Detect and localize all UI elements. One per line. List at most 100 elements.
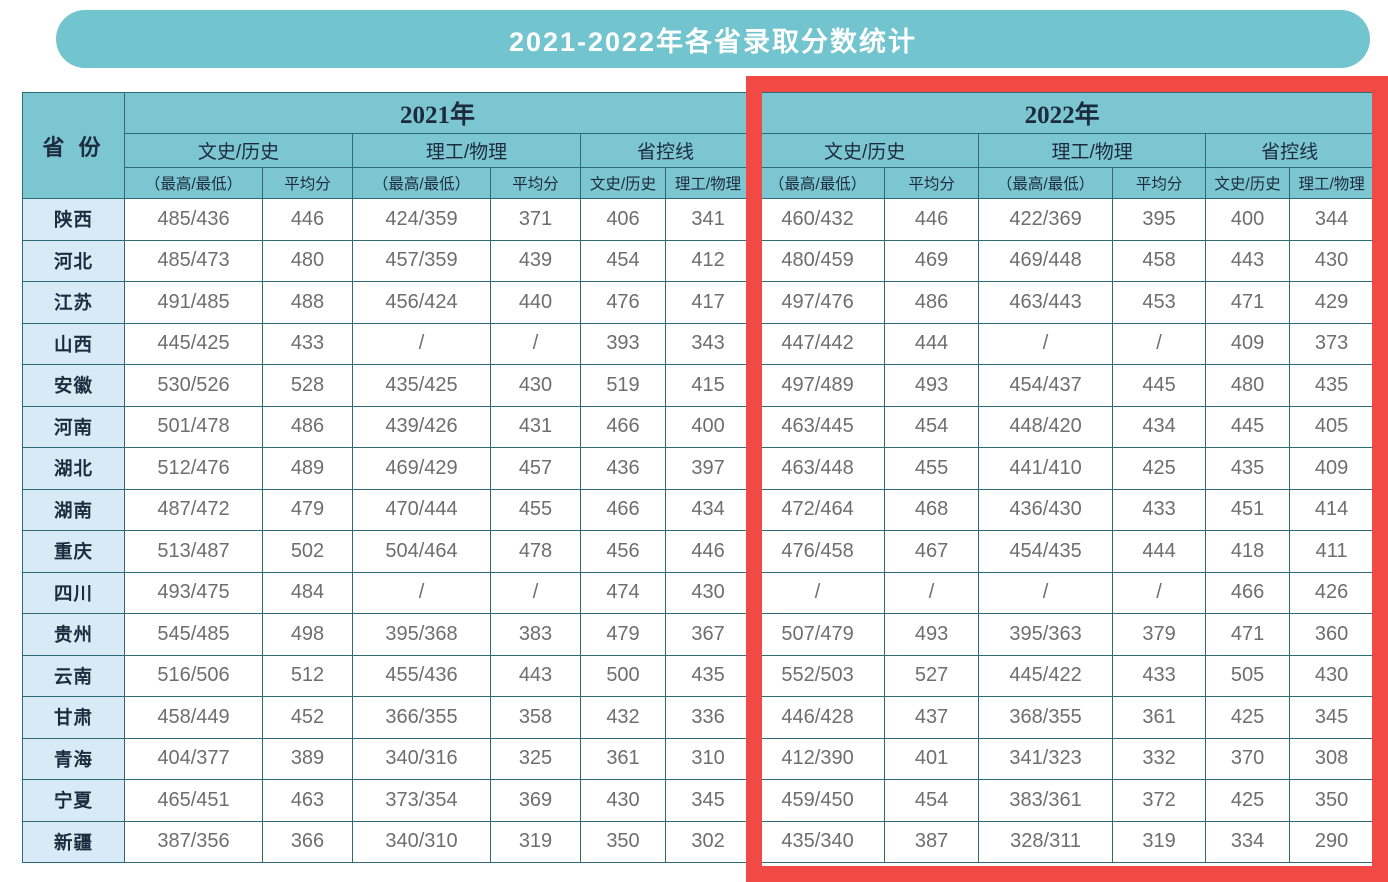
- score-cell-2022-skx-ligong: 414: [1289, 488, 1375, 531]
- score-cell-2022-ligong-range: /: [978, 322, 1114, 365]
- score-cell-2022-skx-ligong: 345: [1289, 696, 1375, 739]
- score-cell-2021-ligong-avg: 443: [490, 654, 581, 697]
- score-cell-2021-ligong-avg: 371: [490, 198, 581, 241]
- score-cell-2022-skx-ligong: 411: [1289, 530, 1375, 573]
- score-cell-2022-ligong-avg: 319: [1112, 820, 1207, 863]
- detail-header-2021-wenshi-avg: 平均分: [262, 167, 353, 199]
- score-cell-2021-wenshi-range: 501/478: [124, 405, 263, 448]
- score-cell-2022-skx-wenshi: 400: [1205, 198, 1291, 241]
- score-cell-2022-skx-ligong: 373: [1289, 322, 1375, 365]
- score-cell-2022-skx-ligong: 344: [1289, 198, 1375, 241]
- score-cell-2022-wenshi-avg: 454: [884, 405, 980, 448]
- score-cell-2022-skx-ligong: 430: [1289, 239, 1375, 282]
- table-header: 省 份 2021年 2022年 文史/历史 理工/物理 省控线 文史/历史 理工…: [22, 92, 1375, 199]
- score-cell-2021-skx-ligong: 446: [664, 530, 752, 573]
- score-cell-2022-ligong-range: 445/422: [978, 654, 1114, 697]
- province-cell: 陕西: [22, 198, 125, 241]
- score-cell-2021-skx-wenshi: 466: [580, 405, 666, 448]
- score-cell-2021-skx-ligong: 345: [664, 779, 752, 822]
- score-cell-2022-ligong-avg: 332: [1112, 737, 1207, 780]
- score-cell-2022-ligong-avg: 372: [1112, 779, 1207, 822]
- score-cell-2022-ligong-avg: 434: [1112, 405, 1207, 448]
- score-cell-2021-ligong-range: 424/359: [352, 198, 491, 241]
- province-cell: 宁夏: [22, 779, 125, 822]
- province-cell: 新疆: [22, 820, 125, 863]
- score-cell-2022-wenshi-range: 497/489: [750, 364, 886, 407]
- score-cell-2022-ligong-range: /: [978, 571, 1114, 614]
- score-cell-2022-wenshi-avg: 493: [884, 364, 980, 407]
- score-cell-2022-skx-ligong: 409: [1289, 447, 1375, 490]
- score-cell-2021-wenshi-avg: 484: [262, 571, 353, 614]
- province-cell: 青海: [22, 737, 125, 780]
- score-cell-2021-wenshi-range: 530/526: [124, 364, 263, 407]
- detail-header-2022-skx-ligong: 理工/物理: [1289, 167, 1375, 199]
- score-cell-2021-skx-wenshi: 430: [580, 779, 666, 822]
- score-cell-2021-skx-wenshi: 519: [580, 364, 666, 407]
- score-cell-2022-skx-wenshi: 425: [1205, 779, 1291, 822]
- header-row-years: 省 份 2021年 2022年: [22, 92, 1375, 199]
- score-cell-2021-skx-ligong: 415: [664, 364, 752, 407]
- score-cell-2022-wenshi-range: /: [750, 571, 886, 614]
- table-row: 山西 445/425 433 / / 393 343 447/442 444 /…: [22, 322, 1375, 365]
- score-cell-2021-wenshi-range: 491/485: [124, 281, 263, 324]
- score-cell-2021-skx-ligong: 341: [664, 198, 752, 241]
- score-cell-2021-skx-ligong: 343: [664, 322, 752, 365]
- score-cell-2022-wenshi-avg: 467: [884, 530, 980, 573]
- table-row: 新疆 387/356 366 340/310 319 350 302 435/3…: [22, 820, 1375, 863]
- score-cell-2021-wenshi-avg: 528: [262, 364, 353, 407]
- score-cell-2021-ligong-range: 456/424: [352, 281, 491, 324]
- score-cell-2021-skx-ligong: 336: [664, 696, 752, 739]
- score-cell-2022-wenshi-range: 472/464: [750, 488, 886, 531]
- score-cell-2021-ligong-avg: 319: [490, 820, 581, 863]
- score-cell-2022-wenshi-range: 446/428: [750, 696, 886, 739]
- score-cell-2021-wenshi-range: 513/487: [124, 530, 263, 573]
- table-row: 贵州 545/485 498 395/368 383 479 367 507/4…: [22, 613, 1375, 656]
- score-cell-2022-wenshi-avg: 455: [884, 447, 980, 490]
- detail-header-2022-ligong-range: （最高/最低）: [978, 167, 1114, 199]
- score-cell-2022-skx-wenshi: 425: [1205, 696, 1291, 739]
- score-cell-2022-skx-wenshi: 443: [1205, 239, 1291, 282]
- detail-header-2021-ligong-range: （最高/最低）: [352, 167, 491, 199]
- score-cell-2021-wenshi-range: 512/476: [124, 447, 263, 490]
- score-cell-2021-wenshi-range: 485/436: [124, 198, 263, 241]
- table-row: 河北 485/473 480 457/359 439 454 412 480/4…: [22, 239, 1375, 282]
- score-cell-2021-ligong-range: /: [352, 322, 491, 365]
- score-cell-2022-ligong-avg: 433: [1112, 654, 1207, 697]
- score-cell-2021-wenshi-avg: 433: [262, 322, 353, 365]
- score-cell-2022-skx-ligong: 430: [1289, 654, 1375, 697]
- score-cell-2021-skx-wenshi: 454: [580, 239, 666, 282]
- score-cell-2021-wenshi-avg: 486: [262, 405, 353, 448]
- score-cell-2022-skx-ligong: 435: [1289, 364, 1375, 407]
- province-cell: 湖南: [22, 488, 125, 531]
- score-cell-2021-ligong-range: /: [352, 571, 491, 614]
- score-cell-2022-wenshi-range: 552/503: [750, 654, 886, 697]
- score-cell-2022-skx-wenshi: 435: [1205, 447, 1291, 490]
- score-cell-2022-ligong-range: 441/410: [978, 447, 1114, 490]
- score-cell-2022-wenshi-avg: 486: [884, 281, 980, 324]
- score-cell-2022-wenshi-avg: 454: [884, 779, 980, 822]
- score-cell-2022-skx-wenshi: 466: [1205, 571, 1291, 614]
- score-cell-2022-skx-ligong: 350: [1289, 779, 1375, 822]
- score-cell-2021-skx-wenshi: 393: [580, 322, 666, 365]
- score-cell-2022-skx-wenshi: 505: [1205, 654, 1291, 697]
- score-cell-2021-ligong-avg: 325: [490, 737, 581, 780]
- score-cell-2022-skx-wenshi: 480: [1205, 364, 1291, 407]
- province-cell: 安徽: [22, 364, 125, 407]
- score-cell-2021-ligong-avg: /: [490, 571, 581, 614]
- province-cell: 贵州: [22, 613, 125, 656]
- header-row-details: （最高/最低） 平均分 （最高/最低） 平均分 文史/历史 理工/物理 （最高/…: [23, 167, 1375, 199]
- score-cell-2022-skx-wenshi: 418: [1205, 530, 1291, 573]
- score-cell-2021-ligong-range: 470/444: [352, 488, 491, 531]
- score-cell-2022-ligong-avg: 395: [1112, 198, 1207, 241]
- table-row: 宁夏 465/451 463 373/354 369 430 345 459/4…: [22, 779, 1375, 822]
- score-cell-2021-wenshi-avg: 489: [262, 447, 353, 490]
- score-cell-2021-ligong-range: 469/429: [352, 447, 491, 490]
- score-cell-2022-ligong-range: 469/448: [978, 239, 1114, 282]
- score-cell-2022-skx-ligong: 426: [1289, 571, 1375, 614]
- table-row: 安徽 530/526 528 435/425 430 519 415 497/4…: [22, 364, 1375, 407]
- score-cell-2022-wenshi-avg: 387: [884, 820, 980, 863]
- score-cell-2022-ligong-avg: 361: [1112, 696, 1207, 739]
- group-header-2022-wenshi: 文史/历史: [750, 133, 980, 168]
- score-cell-2022-ligong-range: 436/430: [978, 488, 1114, 531]
